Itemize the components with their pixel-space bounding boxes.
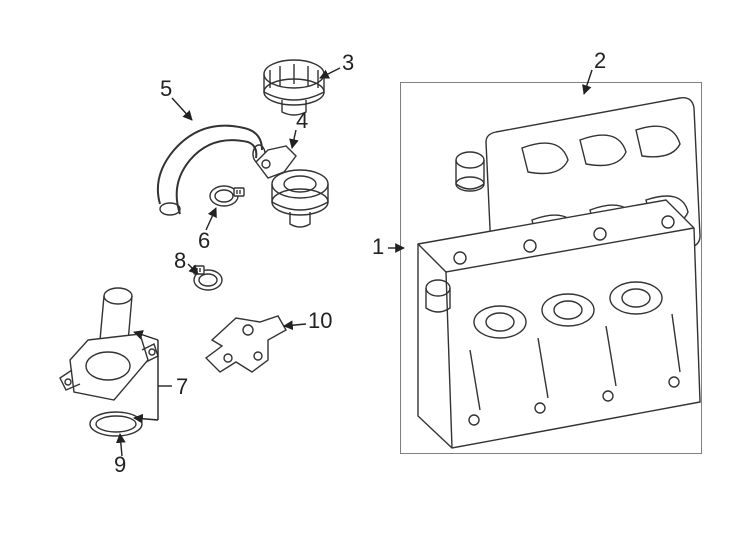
callout-8: 8 bbox=[174, 248, 186, 274]
breather-hose bbox=[158, 126, 265, 215]
hose-clamp-2 bbox=[194, 266, 222, 290]
callout-9: 9 bbox=[114, 452, 126, 478]
parts-diagram: 1 2 3 4 5 6 7 8 9 10 bbox=[0, 0, 734, 540]
callout-10: 10 bbox=[308, 308, 332, 334]
oil-separator bbox=[256, 146, 328, 227]
filler-tube bbox=[60, 288, 158, 400]
bracket bbox=[206, 316, 286, 372]
callout-1: 1 bbox=[372, 234, 384, 260]
callout-6: 6 bbox=[198, 228, 210, 254]
callout-7: 7 bbox=[176, 374, 188, 400]
callout-3: 3 bbox=[342, 50, 354, 76]
callout-2: 2 bbox=[594, 48, 606, 74]
callout-5: 5 bbox=[160, 76, 172, 102]
callout-4: 4 bbox=[296, 108, 308, 134]
hose-clamp bbox=[210, 186, 244, 206]
o-ring bbox=[90, 412, 142, 436]
oil-filler-cap bbox=[264, 60, 324, 115]
main-assembly-bbox bbox=[400, 82, 702, 454]
